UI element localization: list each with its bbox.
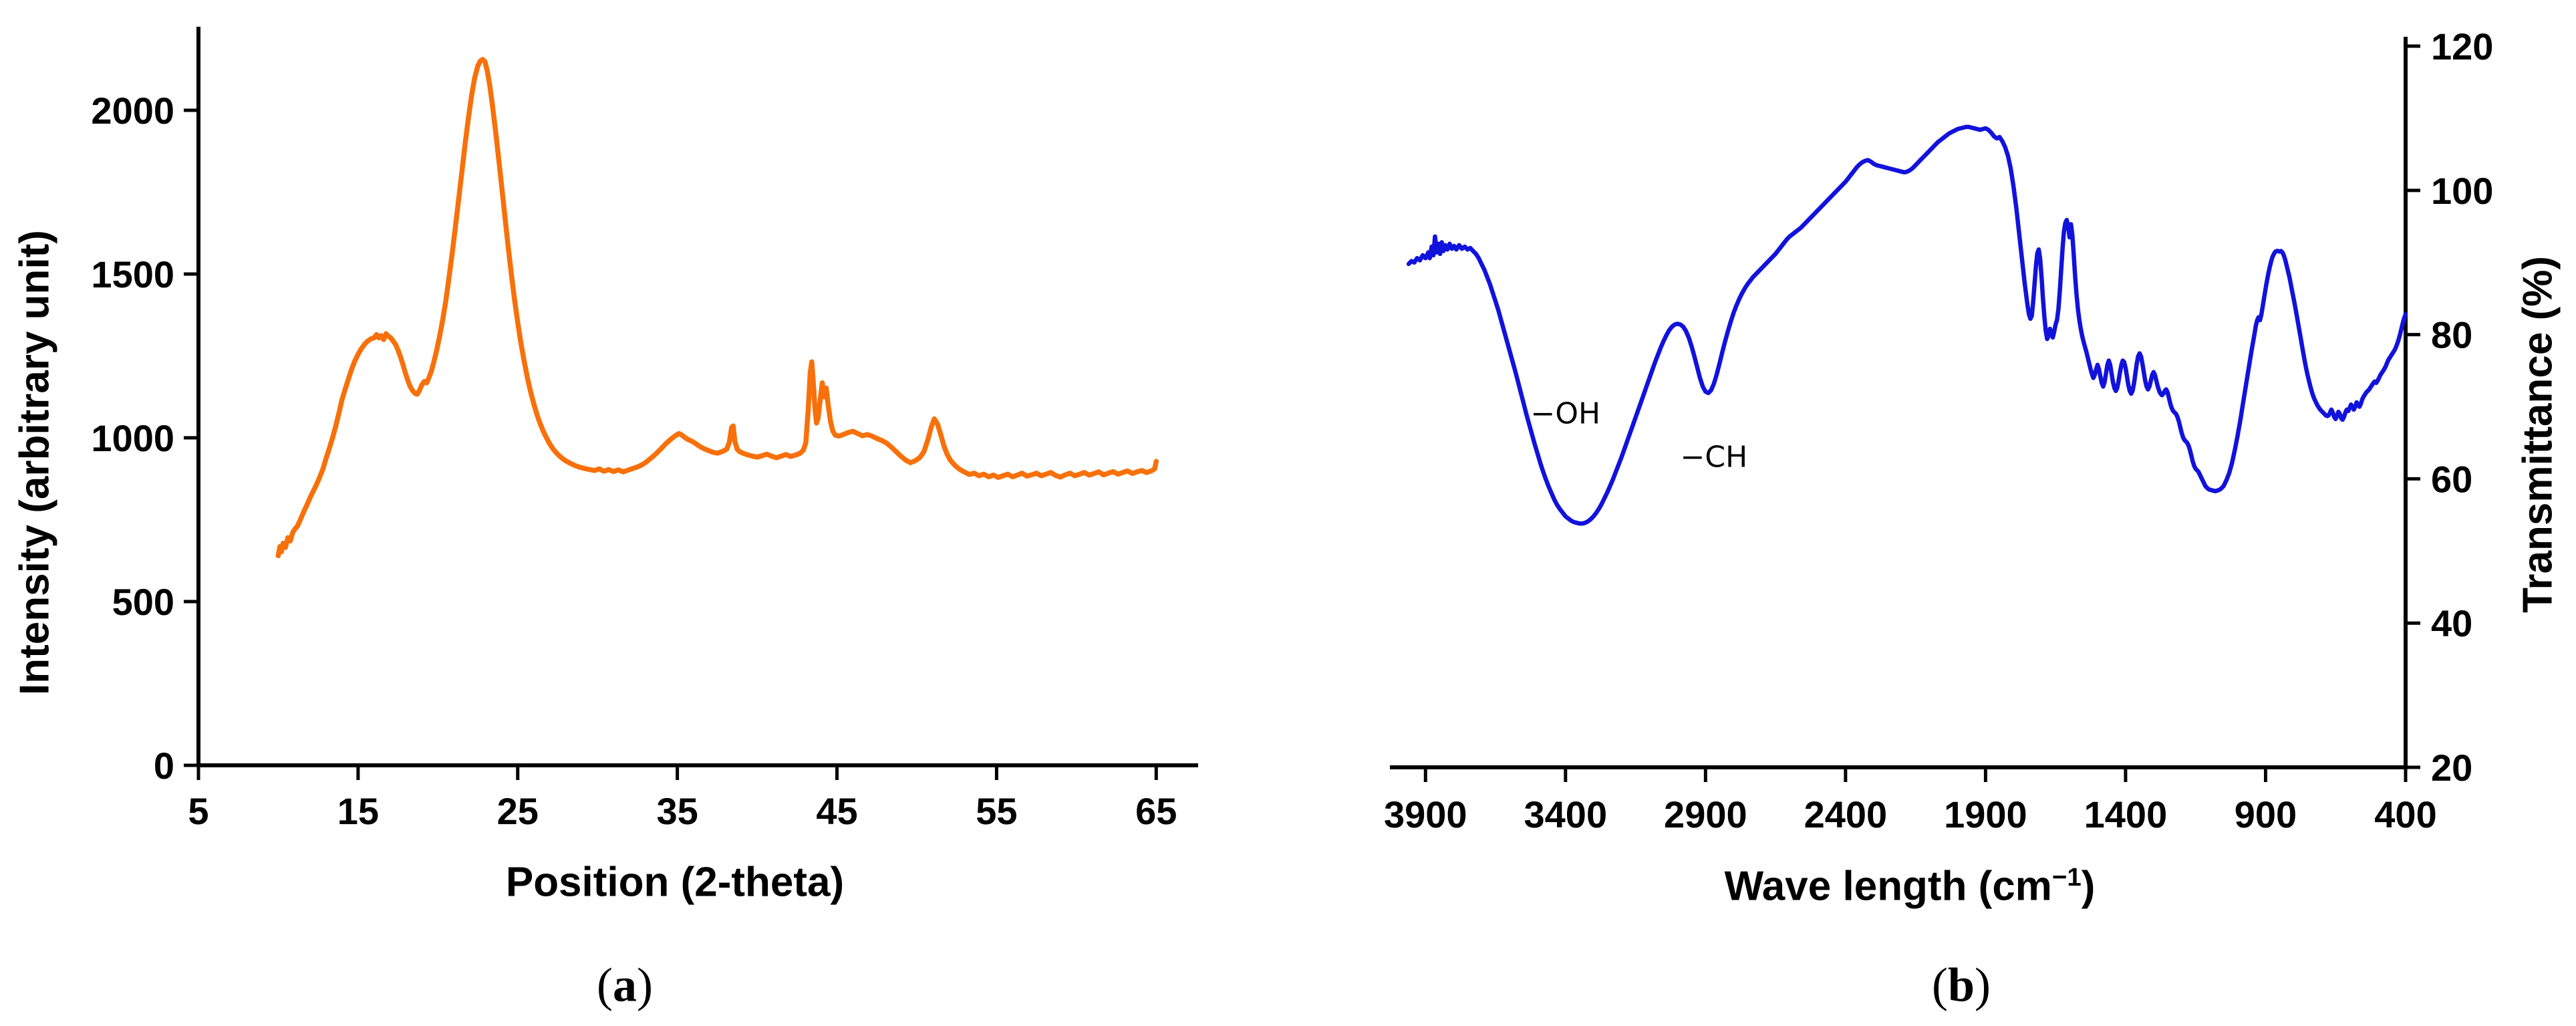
- caption-a: (a): [597, 958, 653, 1013]
- ftir-x-tick-label: 3400: [1524, 793, 1608, 836]
- caption-b-open-paren: (: [1931, 958, 1948, 1012]
- ftir-x-tick-label: 400: [2374, 793, 2436, 836]
- caption-b: (b): [1932, 958, 1991, 1013]
- xrd-y-tick-label: 1500: [91, 253, 174, 295]
- annotation-oh-band: −OH: [1530, 396, 1601, 431]
- xrd-x-axis-title: Position (2-theta): [505, 859, 845, 906]
- xrd-x-tick-label: 35: [656, 790, 698, 832]
- ftir-x-axis-title-close: ): [2081, 863, 2096, 910]
- caption-b-letter: b: [1947, 958, 1975, 1012]
- ftir-x-tick-label: 3900: [1384, 793, 1467, 836]
- ftir-x-tick-label: 1900: [1944, 793, 2027, 836]
- xrd-y-tick-label: 500: [112, 581, 174, 623]
- ftir-y-tick-label: 20: [2431, 747, 2472, 789]
- ftir-x-tick-label: 2400: [1804, 793, 1888, 836]
- caption-a-letter: a: [613, 958, 637, 1012]
- xrd-x-tick-label: 55: [976, 790, 1017, 832]
- ftir-y-tick-label: 120: [2431, 25, 2493, 68]
- xrd-y-axis-title: Intensity (arbitrary unit): [11, 230, 58, 695]
- xrd-x-tick-label: 5: [188, 790, 208, 832]
- xrd-y-tick-label: 1000: [91, 417, 174, 459]
- ftir-x-tick-label: 2900: [1664, 793, 1747, 836]
- ftir-y-tick-label: 100: [2431, 170, 2493, 212]
- ftir-y-tick-label: 40: [2431, 602, 2472, 644]
- xrd-x-tick-label: 65: [1135, 790, 1177, 832]
- ftir-x-axis-title-text: Wave length (cm: [1724, 863, 2052, 910]
- xrd-x-tick-label: 25: [497, 790, 539, 832]
- ftir-curve: [1406, 124, 2408, 526]
- ftir-y-tick-label: 60: [2431, 458, 2472, 500]
- ftir-x-axis-title: Wave length (cm−1): [1725, 863, 2096, 910]
- ftir-y-axis-title: Transmittance (%): [2515, 255, 2561, 614]
- xrd-y-tick-label: 0: [154, 745, 174, 787]
- xrd-x-tick-label: 15: [337, 790, 379, 832]
- annotation-ch-band: −CH: [1680, 440, 1748, 475]
- ftir-x-tick-label: 900: [2235, 793, 2297, 836]
- ftir-x-axis-title-superscript: −1: [2051, 862, 2082, 892]
- ftir-y-tick-label: 80: [2431, 314, 2472, 356]
- caption-a-close-paren: ): [637, 958, 653, 1012]
- caption-b-close-paren: ): [1975, 958, 1991, 1012]
- caption-a-open-paren: (: [597, 958, 613, 1012]
- xrd-x-tick-label: 45: [816, 790, 857, 832]
- xrd-y-tick-label: 2000: [91, 90, 174, 132]
- ftir-x-tick-label: 1400: [2084, 793, 2168, 836]
- xrd-curve: [275, 57, 1159, 559]
